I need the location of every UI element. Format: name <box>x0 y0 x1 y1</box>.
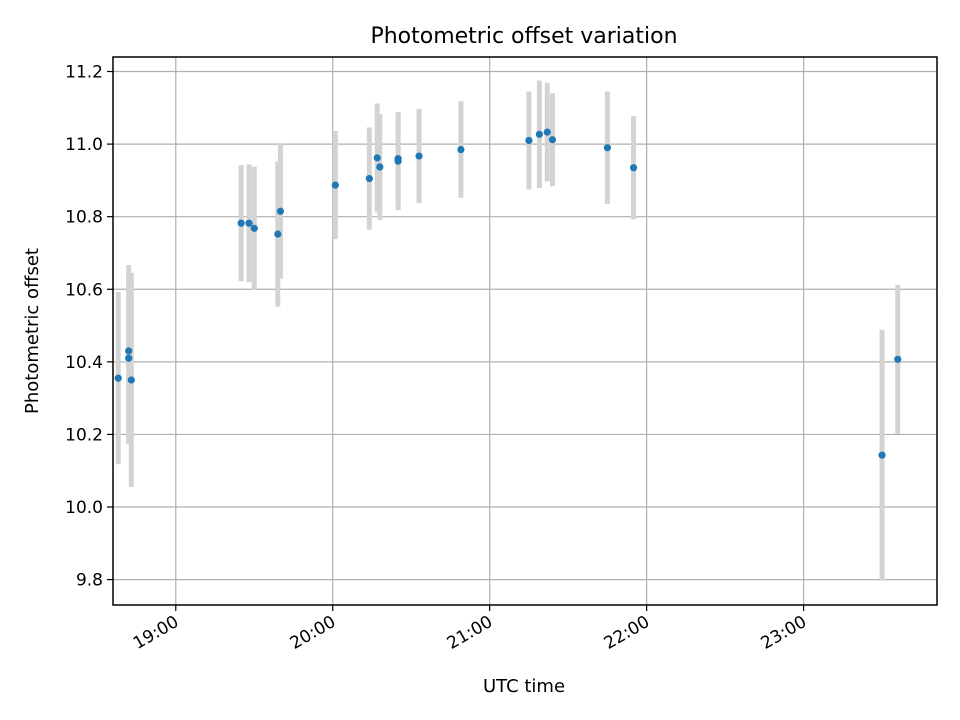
y-tick-label: 11.2 <box>65 63 103 83</box>
x-tick-label: 22:00 <box>601 612 653 654</box>
data-point <box>237 219 245 227</box>
y-tick-label: 10.0 <box>65 498 103 518</box>
data-point <box>376 163 384 171</box>
y-tick-label: 9.8 <box>76 571 103 591</box>
data-point <box>365 174 373 183</box>
data-point <box>603 144 612 152</box>
x-axis: 19:00 20:00 21:00 22:00 23:00 <box>130 605 810 654</box>
data-point <box>878 451 886 459</box>
data-point <box>250 224 258 232</box>
data-point <box>331 181 339 189</box>
x-tick-label: 20:00 <box>287 612 339 654</box>
data-point <box>125 347 133 355</box>
data-points <box>114 128 902 459</box>
y-axis-label: Photometric offset <box>22 248 43 414</box>
data-point <box>525 136 533 145</box>
x-tick-label: 23:00 <box>758 612 810 654</box>
y-tick-label: 11.0 <box>65 135 103 155</box>
grid <box>113 57 937 605</box>
data-point <box>274 230 282 238</box>
data-point <box>629 164 638 172</box>
data-point <box>276 207 285 215</box>
y-tick-label: 10.4 <box>65 353 103 373</box>
x-axis-label: UTC time <box>483 676 565 697</box>
y-tick-label: 10.6 <box>65 280 103 300</box>
data-point <box>125 354 133 362</box>
data-point <box>245 219 253 227</box>
data-point <box>457 145 465 154</box>
data-point <box>373 154 381 162</box>
data-point <box>127 376 135 384</box>
error-bars <box>115 80 901 581</box>
x-tick-label: 19:00 <box>130 612 182 654</box>
y-tick-label: 10.8 <box>65 208 103 228</box>
data-point <box>114 374 122 382</box>
data-point <box>543 128 551 136</box>
y-axis: 9.8 10.0 10.2 10.4 10.6 10.8 11.0 11.2 <box>65 63 113 591</box>
y-tick-label: 10.2 <box>65 425 103 445</box>
data-point <box>535 130 543 138</box>
x-tick-label: 21:00 <box>444 612 496 654</box>
chart-title: Photometric offset variation <box>370 24 677 49</box>
data-point <box>394 157 402 165</box>
data-point <box>894 355 902 363</box>
data-point <box>415 152 423 160</box>
plot-area-frame <box>112 56 938 606</box>
data-point <box>548 136 557 144</box>
